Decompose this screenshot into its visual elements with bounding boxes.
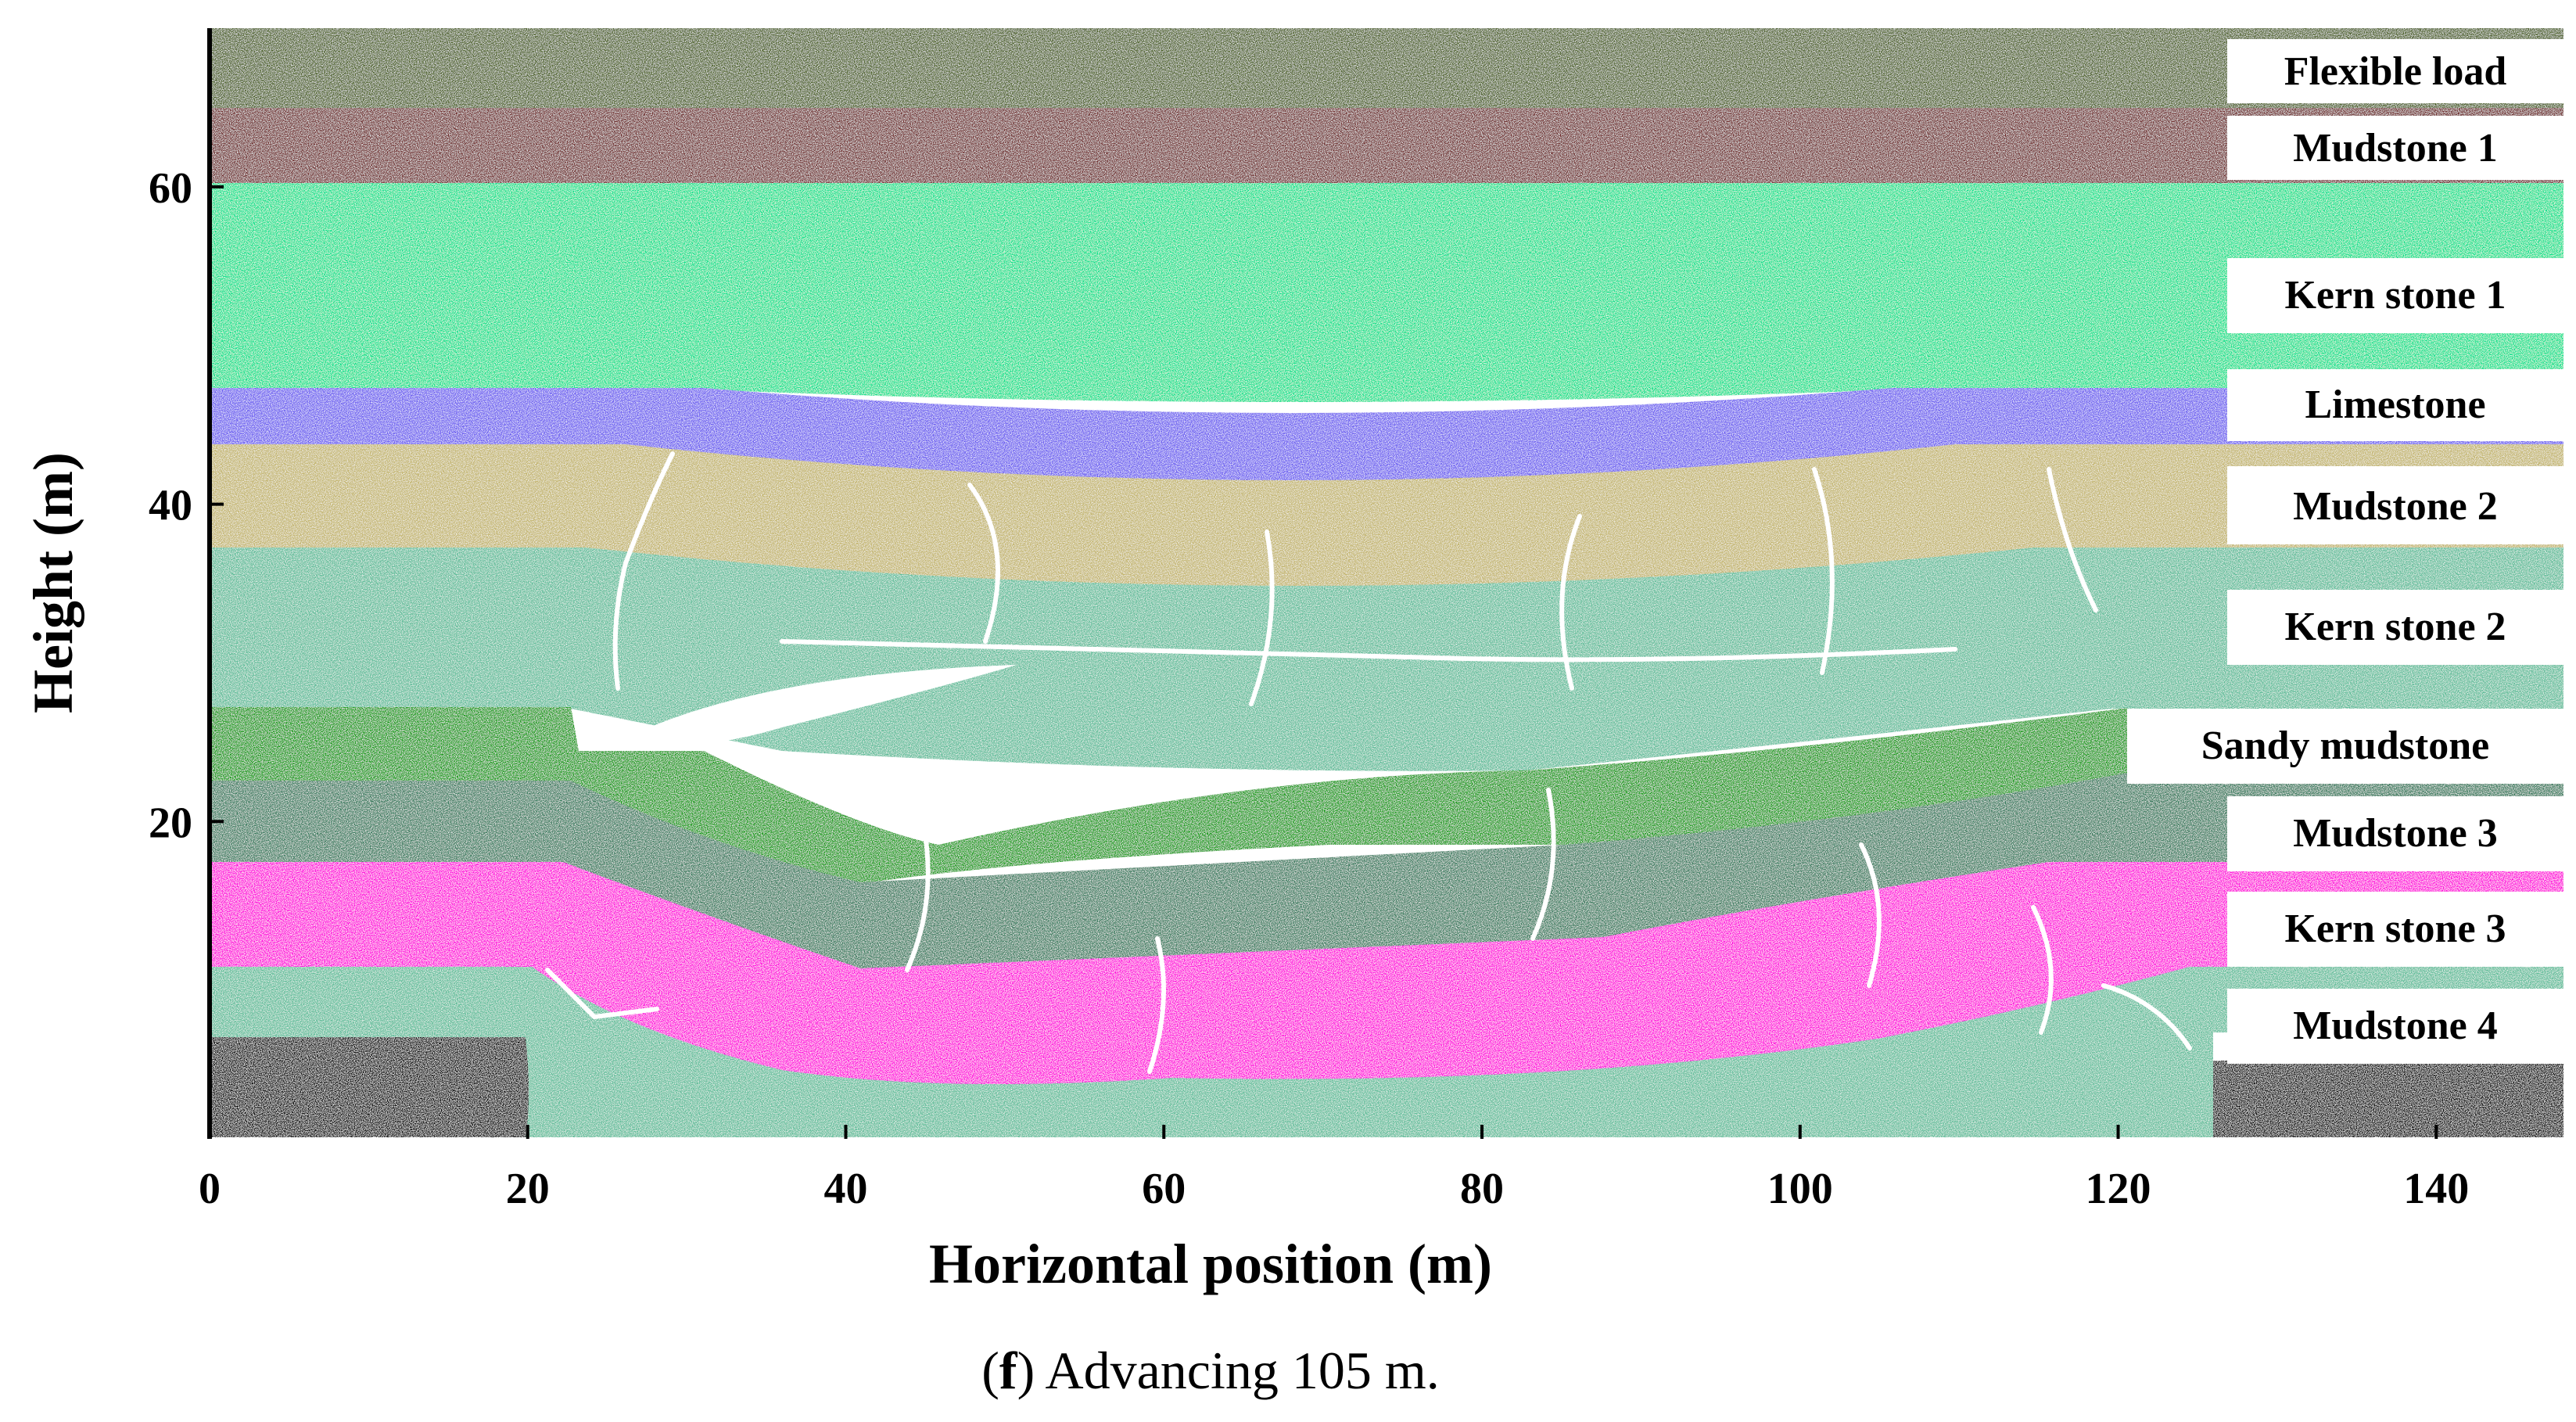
fracture-cavity (649, 665, 1017, 745)
label-kern-stone-1: Kern stone 1 (2284, 273, 2506, 318)
layer-mudstone-2 (211, 444, 2563, 587)
x-tick-label: 100 (1767, 1165, 1833, 1213)
x-tick-label: 20 (506, 1165, 550, 1213)
label-mudstone-2: Mudstone 2 (2293, 484, 2497, 529)
y-tick-label: 60 (149, 164, 192, 213)
y-tick-label: 20 (149, 799, 192, 847)
layer-limestone (211, 388, 2563, 481)
label-flexible-load: Flexible load (2284, 49, 2507, 94)
layer-kern-stone-3 (211, 862, 2563, 1086)
layer-mudstone-1 (211, 108, 2563, 185)
label-kern-stone-2: Kern stone 2 (2284, 605, 2506, 649)
layer-kern-stone-1 (211, 183, 2563, 402)
x-tick-label: 120 (2086, 1165, 2151, 1213)
x-tick-label: 40 (824, 1165, 868, 1213)
label-mudstone-1: Mudstone 1 (2293, 126, 2497, 171)
figure-caption: (f) Advancing 105 m. (981, 1341, 1439, 1400)
x-tick-label: 80 (1460, 1165, 1504, 1213)
plot-area (211, 28, 2563, 1137)
x-axis-title: Horizontal position (m) (929, 1233, 1492, 1295)
label-mudstone-4: Mudstone 4 (2293, 1004, 2497, 1048)
x-axis: 0 20 40 60 80 100 120 140 (199, 1125, 2469, 1213)
layer-mudstone-4 (211, 967, 2563, 1137)
y-axis-title: Height (m) (22, 452, 84, 713)
caption-letter: f (999, 1341, 1018, 1400)
label-mudstone-3: Mudstone 3 (2293, 811, 2497, 856)
layer-sandy-mudstone (211, 707, 2127, 884)
y-axis: 20 40 60 (149, 164, 224, 847)
layer-coal-base-right (2213, 1061, 2563, 1137)
x-tick-label: 140 (2403, 1165, 2469, 1213)
x-tick-label: 60 (1142, 1165, 1186, 1213)
caption-text: Advancing 105 m. (1035, 1341, 1440, 1400)
y-tick-label: 40 (149, 482, 192, 530)
label-kern-stone-3: Kern stone 3 (2284, 907, 2506, 951)
label-limestone: Limestone (2305, 382, 2485, 427)
x-tick-label: 0 (199, 1165, 221, 1213)
layer-labels: Flexible load Mudstone 1 Kern stone 1 Li… (2127, 39, 2563, 1064)
layer-flexible-load (211, 28, 2563, 110)
layer-coal-base-left (211, 1037, 529, 1137)
layer-mudstone-3 (211, 773, 2563, 970)
fracture-lines (545, 451, 2192, 1074)
label-sandy-mudstone: Sandy mudstone (2201, 724, 2489, 768)
